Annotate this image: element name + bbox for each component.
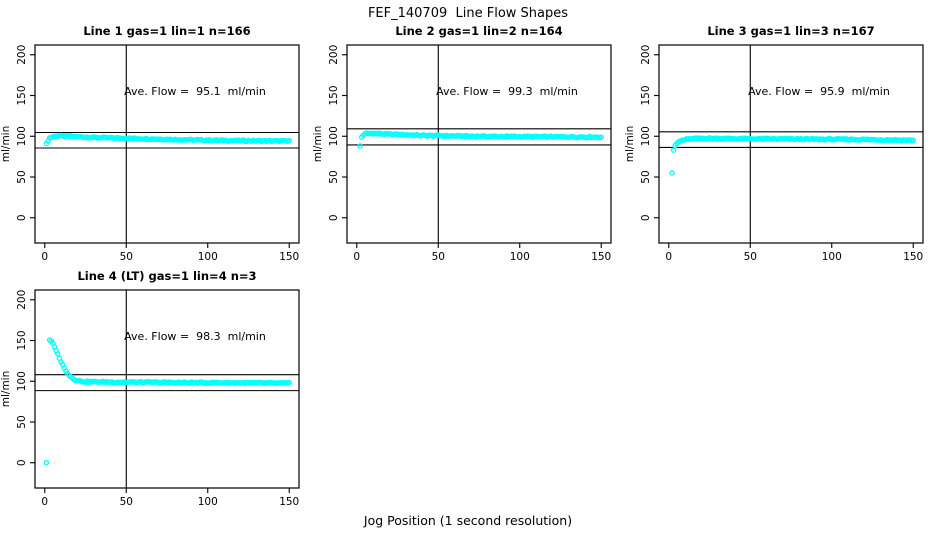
y-tick-label: 50 xyxy=(16,415,28,428)
y-axis: 0 50 100 150 200 xyxy=(16,290,35,466)
data-points xyxy=(357,130,604,149)
x-tick-label: 0 xyxy=(353,251,360,263)
data-points xyxy=(43,132,292,147)
axes xyxy=(34,44,300,244)
reference-lines xyxy=(35,45,299,243)
x-tick-label: 100 xyxy=(198,496,218,508)
x-tick-label: 0 xyxy=(41,496,48,508)
reference-lines xyxy=(659,45,923,243)
y-axis: 0 50 100 150 200 xyxy=(16,45,35,221)
ave-flow-annotation: Ave. Flow = 95.9 ml/min xyxy=(748,85,890,98)
y-tick-label: 150 xyxy=(328,85,340,105)
x-tick-label: 150 xyxy=(279,251,299,263)
x-tick-label: 100 xyxy=(510,251,530,263)
x-tick-label: 150 xyxy=(279,496,299,508)
x-axis: 0 50 100 150 xyxy=(41,488,299,508)
x-axis: 0 50 100 150 xyxy=(665,243,923,263)
x-axis: 0 50 100 150 xyxy=(41,243,299,263)
data-points xyxy=(669,135,916,176)
panel-title: Line 3 gas=1 lin=3 n=167 xyxy=(707,24,875,38)
y-tick-label: 150 xyxy=(16,330,28,350)
y-tick-label: 50 xyxy=(328,170,340,183)
plot-area-line-2: 0 50 100 150 0 50 100 150 200 ml/min xyxy=(312,44,612,263)
y-tick-label: 200 xyxy=(16,290,28,310)
x-tick-label: 50 xyxy=(120,496,133,508)
x-tick-label: 50 xyxy=(432,251,445,263)
y-tick-label: 0 xyxy=(16,459,28,466)
plot-area-line-3: 0 50 100 150 0 50 100 150 200 ml/min xyxy=(624,44,924,263)
panel-title: Line 2 gas=1 lin=2 n=164 xyxy=(395,24,563,38)
y-tick-label: 200 xyxy=(640,45,652,65)
x-tick-label: 100 xyxy=(822,251,842,263)
y-tick-label: 0 xyxy=(328,214,340,221)
data-points xyxy=(43,337,292,466)
reference-lines xyxy=(35,290,299,488)
chart-main-title: FEF_140709 Line Flow Shapes xyxy=(367,6,569,21)
y-tick-label: 100 xyxy=(16,126,28,146)
reference-lines xyxy=(347,45,611,243)
y-tick-label: 50 xyxy=(16,170,28,183)
y-axis: 0 50 100 150 200 xyxy=(328,45,347,221)
panel-line-3: 0 50 100 150 0 50 100 150 200 ml/min Line 3 gas=1… xyxy=(624,22,936,267)
y-tick-label: 100 xyxy=(16,371,28,391)
panel-line-1: 0 50 100 150 0 50 100 150 200 ml/min Line 1 gas=1… xyxy=(0,22,312,267)
plot-area-line-4: 0 50 100 150 0 50 100 150 200 ml/min xyxy=(0,289,300,508)
panel-line-4: 0 50 100 150 0 50 100 150 200 ml/min Line 4 (LT) … xyxy=(0,267,312,512)
ave-flow-annotation: Ave. Flow = 98.3 ml/min xyxy=(124,330,266,343)
ave-flow-annotation: Ave. Flow = 99.3 ml/min xyxy=(436,85,578,98)
x-tick-label: 150 xyxy=(591,251,611,263)
axes xyxy=(658,44,924,244)
x-tick-label: 150 xyxy=(903,251,923,263)
x-axis-title: Jog Position (1 second resolution) xyxy=(363,513,573,528)
x-axis: 0 50 100 150 xyxy=(353,243,611,263)
y-tick-label: 150 xyxy=(16,85,28,105)
x-tick-label: 0 xyxy=(41,251,48,263)
y-tick-label: 100 xyxy=(328,126,340,146)
axes xyxy=(346,44,612,244)
x-tick-label: 50 xyxy=(120,251,133,263)
axes xyxy=(34,289,300,489)
y-axis-title: ml/min xyxy=(624,126,636,162)
x-tick-label: 50 xyxy=(744,251,757,263)
y-tick-label: 50 xyxy=(640,170,652,183)
y-tick-label: 200 xyxy=(328,45,340,65)
ave-flow-annotation: Ave. Flow = 95.1 ml/min xyxy=(124,85,266,98)
y-tick-label: 200 xyxy=(16,45,28,65)
y-axis: 0 50 100 150 200 xyxy=(640,45,659,221)
x-tick-label: 0 xyxy=(665,251,672,263)
y-tick-label: 150 xyxy=(640,85,652,105)
y-tick-label: 0 xyxy=(640,214,652,221)
x-tick-label: 100 xyxy=(198,251,218,263)
y-axis-title: ml/min xyxy=(0,126,12,162)
y-tick-label: 100 xyxy=(640,126,652,146)
y-axis-title: ml/min xyxy=(0,371,12,407)
y-tick-label: 0 xyxy=(16,214,28,221)
panel-title: Line 4 (LT) gas=1 lin=4 n=3 xyxy=(77,269,257,283)
y-axis-title: ml/min xyxy=(312,126,324,162)
panel-title: Line 1 gas=1 lin=1 n=166 xyxy=(83,24,251,38)
panel-line-2: 0 50 100 150 0 50 100 150 200 ml/min Line 2 gas=1… xyxy=(312,22,624,267)
plot-area-line-1: 0 50 100 150 0 50 100 150 200 ml/min xyxy=(0,44,300,263)
